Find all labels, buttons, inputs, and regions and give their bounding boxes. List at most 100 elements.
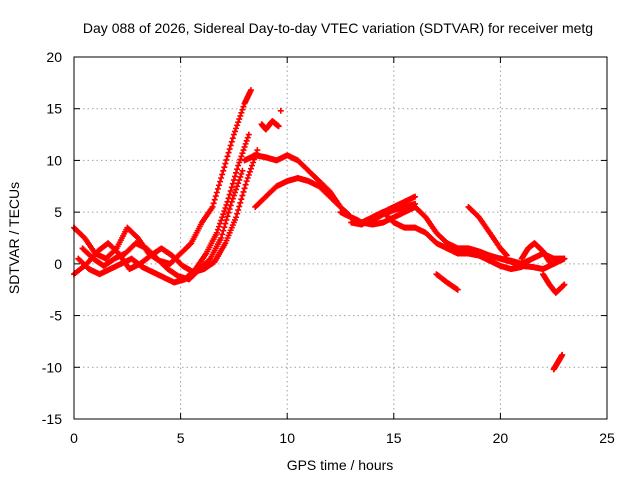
data-point [221,208,228,215]
data-point [218,235,225,241]
chart-title: Day 088 of 2026, Sidereal Day-to-day VTE… [83,20,593,36]
data-point [241,185,248,192]
data-point [233,169,240,176]
data-point [229,135,236,142]
data-point [560,282,567,289]
data-point [254,147,261,154]
series-track-7 [258,118,282,133]
data-point [215,223,222,230]
y-tick-label-4: 5 [54,204,62,220]
series-track-12 [465,203,510,259]
data-point [228,138,235,145]
x-tick-label-1: 5 [177,430,185,446]
data-point [231,128,238,135]
series-track-11 [433,271,461,293]
data-point [236,116,243,123]
data-point [225,209,232,216]
series-track-14 [518,240,553,265]
data-point [234,166,241,173]
data-point [237,199,244,206]
data-point [247,165,254,172]
y-tick-labels: -15 -10 -5 0 5 10 15 20 [42,49,62,427]
data-point [212,193,219,200]
data-point [187,241,194,248]
data-point [219,231,226,238]
data-point [247,87,254,94]
data-point [220,167,227,174]
y-tick-label-7: 20 [46,49,62,65]
data-point [239,167,246,174]
data-point [227,142,234,149]
data-point [237,112,244,119]
data-point [214,226,221,233]
data-point [228,198,235,205]
data-point [244,134,251,141]
data-point [546,258,553,265]
data-point [239,106,246,113]
data-point [240,103,247,110]
series-track-15 [540,271,568,296]
data-point [561,281,568,288]
data-point [238,109,245,116]
x-axis-label: GPS time / hours [287,457,394,473]
axis-ticks [73,56,608,420]
data-point [234,122,241,129]
data-point [454,286,461,293]
data-point [237,156,244,163]
y-tick-label-0: -15 [42,411,62,427]
data-point [229,195,236,202]
data-point [238,170,245,177]
data-point [219,214,226,221]
plot-frame [73,56,608,420]
data-point [209,203,216,210]
data-point [220,227,227,234]
data-point [233,186,240,193]
data-point [230,131,237,138]
data-point [223,216,230,223]
data-point [218,217,225,224]
y-axis-label: SDTVAR / TECUs [6,182,22,294]
data-point [233,125,240,132]
x-tick-label-4: 20 [493,430,509,446]
data-point [227,202,234,209]
data-point [238,196,245,203]
y-tick-label-3: 0 [54,256,62,272]
data-point [249,162,256,169]
y-tick-label-2: -5 [50,308,63,324]
data-point [223,156,230,163]
x-tick-label-3: 15 [386,430,402,446]
data-point [213,189,220,196]
data-point [250,159,257,166]
data-point [224,213,231,220]
data-point [561,255,568,262]
x-tick-label-5: 25 [599,430,615,446]
x-tick-label-0: 0 [70,430,78,446]
data-point [235,180,242,187]
series-track-5 [241,152,419,226]
data-point [233,214,240,221]
data-point [239,192,246,199]
data-point [243,137,250,144]
data-point [275,123,282,130]
series-track-4 [71,147,261,278]
data-point [220,211,227,218]
data-point [217,220,224,227]
data-point [237,173,244,180]
data-point [236,203,243,210]
data-point [231,173,238,180]
series-track-16 [550,351,566,373]
data-point [238,153,245,160]
data-point [230,177,237,184]
data-point [559,351,566,358]
data-point [245,171,252,178]
data-point [219,171,226,178]
data-point [241,143,248,150]
data-point [245,131,252,138]
data-point [235,207,242,214]
y-tick-label-6: 15 [46,101,62,117]
x-tick-label-2: 10 [279,430,295,446]
data-point [213,229,220,236]
data-point [243,178,250,185]
data-point [215,182,222,189]
series-track-13 [497,255,568,273]
